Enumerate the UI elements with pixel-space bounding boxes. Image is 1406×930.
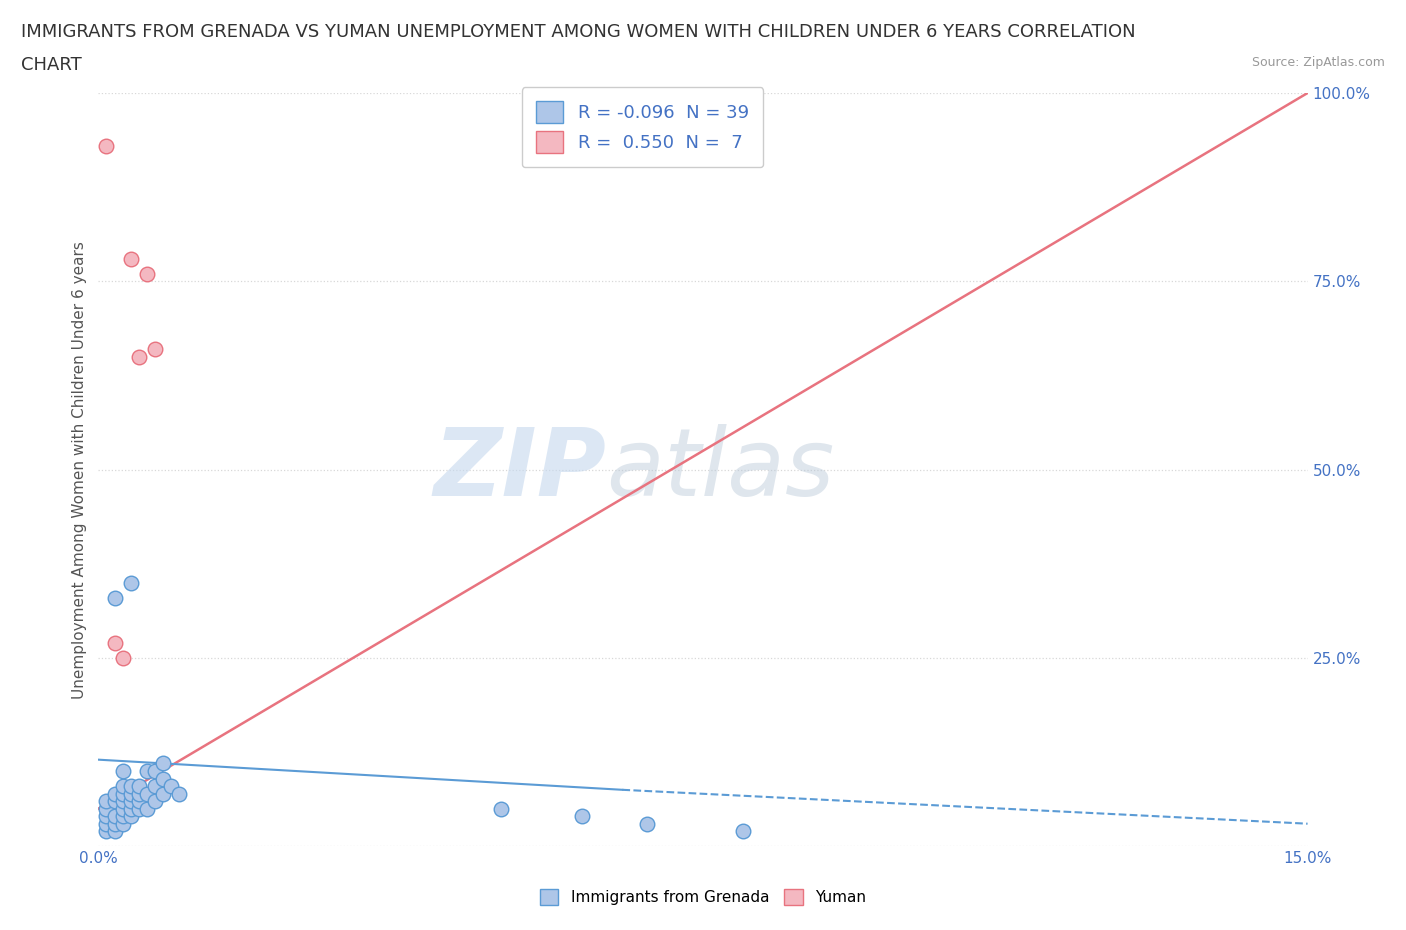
Point: [143, 778, 166, 793]
Point: [143, 341, 166, 356]
Text: CHART: CHART: [21, 56, 82, 73]
Legend: Immigrants from Grenada, Yuman: Immigrants from Grenada, Yuman: [533, 882, 873, 913]
Point: [111, 764, 134, 778]
Point: [152, 756, 174, 771]
Point: [103, 793, 125, 808]
Point: [96, 824, 118, 839]
Legend: R = -0.096  N = 39, R =  0.550  N =  7: R = -0.096 N = 39, R = 0.550 N = 7: [522, 87, 763, 167]
Point: [96, 793, 118, 808]
Point: [128, 349, 150, 364]
Point: [160, 778, 183, 793]
Point: [111, 651, 134, 666]
Point: [96, 802, 118, 817]
Point: [103, 635, 125, 650]
Point: [120, 786, 142, 801]
Point: [103, 817, 125, 831]
Point: [111, 809, 134, 824]
Point: [103, 824, 125, 839]
Point: [135, 786, 157, 801]
Text: IMMIGRANTS FROM GRENADA VS YUMAN UNEMPLOYMENT AMONG WOMEN WITH CHILDREN UNDER 6 : IMMIGRANTS FROM GRENADA VS YUMAN UNEMPLO…: [21, 23, 1136, 41]
Point: [571, 809, 593, 824]
Text: Source: ZipAtlas.com: Source: ZipAtlas.com: [1251, 56, 1385, 69]
Point: [491, 802, 513, 817]
Point: [103, 591, 125, 605]
Point: [167, 786, 190, 801]
Point: [120, 778, 142, 793]
Point: [96, 817, 118, 831]
Point: [733, 824, 755, 839]
Point: [120, 809, 142, 824]
Point: [103, 786, 125, 801]
Point: [143, 793, 166, 808]
Point: [111, 793, 134, 808]
Point: [128, 778, 150, 793]
Text: atlas: atlas: [606, 424, 835, 515]
Point: [111, 802, 134, 817]
Point: [128, 793, 150, 808]
Point: [636, 817, 658, 831]
Point: [96, 809, 118, 824]
Point: [103, 809, 125, 824]
Point: [135, 802, 157, 817]
Point: [128, 786, 150, 801]
Point: [152, 771, 174, 786]
Point: [111, 817, 134, 831]
Text: ZIP: ZIP: [433, 424, 606, 515]
Point: [111, 786, 134, 801]
Point: [152, 786, 174, 801]
Point: [128, 802, 150, 817]
Y-axis label: Unemployment Among Women with Children Under 6 years: Unemployment Among Women with Children U…: [72, 241, 87, 698]
Point: [96, 139, 118, 153]
Point: [143, 764, 166, 778]
Point: [120, 802, 142, 817]
Point: [120, 793, 142, 808]
Point: [111, 778, 134, 793]
Point: [120, 575, 142, 591]
Point: [120, 251, 142, 266]
Point: [135, 266, 157, 281]
Point: [135, 764, 157, 778]
